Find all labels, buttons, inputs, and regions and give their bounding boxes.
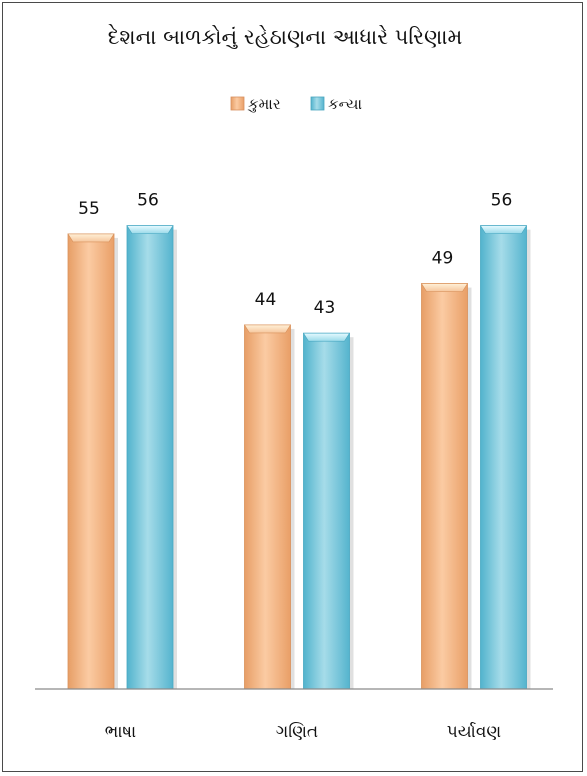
legend-label-girls: કન્યા xyxy=(328,95,362,113)
bar-bevel-girls-0 xyxy=(126,225,174,234)
bar-bevel-boys-2 xyxy=(420,283,469,292)
bar-boys-1 xyxy=(244,324,291,690)
value-label-boys-1: 44 xyxy=(255,290,277,310)
bar-bevel-boys-1 xyxy=(243,324,292,334)
legend-swatch-boys xyxy=(230,96,245,111)
legend-swatch-girls xyxy=(310,96,325,111)
bar-boys-0 xyxy=(67,233,115,690)
category-labels-group: ભાષા ગણિત પર્યાવણ xyxy=(105,722,502,742)
bar-girls-1 xyxy=(303,332,350,690)
value-label-boys-0: 55 xyxy=(78,199,100,219)
bar-bevel-girls-2 xyxy=(479,225,528,234)
bars-group xyxy=(67,225,531,690)
value-label-girls-0: 56 xyxy=(137,191,159,211)
value-label-girls-1: 43 xyxy=(314,298,336,318)
legend-label-boys: કુમાર xyxy=(247,95,280,113)
legend: કુમાર કન્યા xyxy=(230,95,362,113)
category-label-2: પર્યાવણ xyxy=(447,722,502,742)
value-label-boys-2: 49 xyxy=(432,249,454,269)
bar-boys-2 xyxy=(421,283,468,690)
category-label-1: ગણિત xyxy=(276,722,318,742)
bar-girls-0 xyxy=(126,225,174,690)
category-label-0: ભાષા xyxy=(105,722,136,742)
bar-girls-2 xyxy=(480,225,527,690)
chart-title: દેશના બાળકોનું રહેઠાણના આધારે પરિણામ xyxy=(108,24,463,49)
bar-bevel-boys-0 xyxy=(67,233,115,243)
value-label-girls-2: 56 xyxy=(491,191,513,211)
value-labels-group: 55 56 44 43 49 56 xyxy=(78,191,512,319)
bar-bevel-girls-1 xyxy=(302,332,351,342)
